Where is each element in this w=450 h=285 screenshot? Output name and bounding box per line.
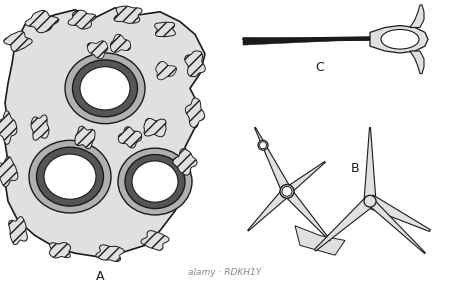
Ellipse shape (44, 154, 96, 199)
Polygon shape (0, 111, 17, 144)
Polygon shape (367, 198, 425, 254)
Polygon shape (364, 128, 376, 201)
Polygon shape (185, 98, 205, 128)
Polygon shape (255, 127, 292, 194)
Polygon shape (295, 226, 345, 255)
Text: A: A (96, 270, 104, 283)
Polygon shape (315, 197, 374, 251)
Polygon shape (185, 51, 205, 77)
Polygon shape (370, 26, 428, 53)
Text: B: B (351, 162, 359, 175)
Ellipse shape (36, 147, 104, 206)
Polygon shape (243, 37, 370, 45)
Polygon shape (410, 51, 424, 74)
Polygon shape (25, 11, 59, 33)
Polygon shape (31, 115, 49, 140)
Ellipse shape (381, 29, 419, 49)
Ellipse shape (65, 53, 145, 124)
Ellipse shape (282, 186, 292, 196)
Ellipse shape (280, 184, 294, 198)
Polygon shape (248, 188, 291, 231)
Ellipse shape (80, 67, 130, 110)
Polygon shape (367, 195, 431, 231)
Polygon shape (96, 245, 124, 261)
Polygon shape (410, 5, 424, 27)
Polygon shape (87, 41, 108, 59)
Ellipse shape (132, 161, 178, 202)
Ellipse shape (29, 140, 111, 213)
Polygon shape (114, 6, 142, 23)
Polygon shape (0, 157, 18, 187)
Text: C: C (315, 61, 324, 74)
Polygon shape (144, 119, 166, 137)
Text: alamy · RDKH1Y: alamy · RDKH1Y (189, 268, 261, 277)
Polygon shape (141, 231, 169, 250)
Polygon shape (4, 31, 32, 51)
Polygon shape (9, 217, 27, 245)
Ellipse shape (364, 195, 376, 207)
Ellipse shape (125, 154, 185, 209)
Polygon shape (284, 162, 325, 194)
Polygon shape (50, 243, 71, 258)
Polygon shape (5, 8, 205, 257)
Polygon shape (110, 34, 130, 52)
Ellipse shape (258, 140, 268, 150)
Polygon shape (118, 127, 142, 148)
Ellipse shape (118, 148, 192, 215)
Ellipse shape (260, 142, 266, 149)
Polygon shape (156, 62, 176, 80)
Polygon shape (173, 149, 197, 175)
Ellipse shape (72, 60, 138, 117)
Polygon shape (283, 188, 330, 241)
Polygon shape (68, 10, 96, 29)
Polygon shape (75, 126, 95, 148)
Polygon shape (155, 22, 176, 37)
